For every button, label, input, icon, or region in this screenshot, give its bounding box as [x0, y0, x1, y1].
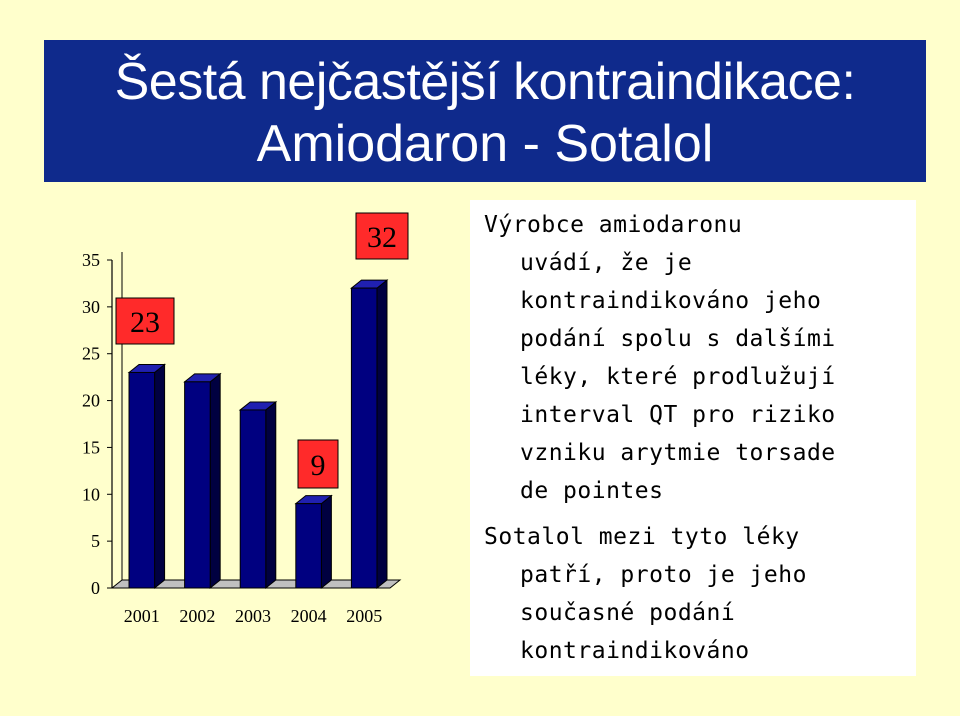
- title-line-1: Šestá nejčastější kontraindikace:: [114, 53, 856, 111]
- x-tick-label: 2002: [179, 606, 215, 626]
- data-label-text: 32: [367, 221, 397, 254]
- x-tick-label: 2001: [124, 606, 160, 626]
- text-line: de pointes: [520, 478, 664, 504]
- y-tick-label: 35: [82, 250, 100, 270]
- title-banner: Šestá nejčastější kontraindikace: Amioda…: [44, 40, 926, 182]
- text-line: kontraindikováno: [520, 638, 750, 664]
- text-line: interval QT pro riziko: [520, 402, 836, 428]
- y-tick-label: 0: [91, 578, 100, 598]
- title-line-2: Amiodaron - Sotalol: [256, 115, 714, 173]
- data-label-boxes: 23 9 32: [115, 212, 409, 489]
- bar-2002: [183, 372, 222, 590]
- y-tick-label: 5: [91, 531, 100, 551]
- y-tick-label: 15: [82, 437, 100, 457]
- bar-2003: [238, 400, 278, 590]
- y-tick-labels: 0 5 10 15 20 25 30 35: [82, 250, 100, 598]
- text-panel: Výrobce amiodaronu uvádí, že je kontraindi…: [470, 200, 916, 676]
- text-line: uvádí, že je: [520, 250, 693, 276]
- text-line: patří, proto je jeho: [520, 562, 807, 588]
- x-tick-label: 2004: [291, 606, 327, 626]
- text-line: podání spolu s dalšími: [520, 326, 836, 352]
- data-label-text: 9: [311, 449, 326, 482]
- paragraph-sotalol: Sotalol mezi tyto léky patří, proto je je…: [484, 518, 904, 670]
- text-line: kontraindikováno jeho: [520, 288, 822, 314]
- text-line: Sotalol mezi tyto léky: [484, 524, 800, 550]
- y-tick-label: 30: [82, 297, 100, 317]
- data-label-2001: 23: [115, 297, 175, 345]
- y-tick-label: 10: [82, 484, 100, 504]
- data-label-2004: 9: [297, 439, 339, 489]
- data-label-2005: 32: [355, 212, 409, 260]
- x-tick-label: 2005: [346, 606, 382, 626]
- y-tick-label: 20: [82, 391, 100, 411]
- text-line: Výrobce amiodaronu: [484, 212, 743, 238]
- text-line: vzniku arytmie torsade: [520, 440, 836, 466]
- bar-2005: [349, 279, 389, 590]
- x-tick-labels: 2001 2002 2003 2004 2005: [124, 606, 382, 626]
- paragraph-amiodarone: Výrobce amiodaronu uvádí, že je kontraindi…: [484, 206, 904, 510]
- text-line: současné podání: [520, 600, 736, 626]
- x-tick-label: 2003: [235, 606, 271, 626]
- text-line: léky, které prodlužují: [520, 364, 836, 390]
- bar-2001: [127, 363, 167, 590]
- bar-chart: 0 5 10 15 20 25 30 35 2001 2002 2003 2004 2005 23 9 3…: [82, 212, 409, 626]
- data-label-text: 23: [130, 306, 160, 339]
- chart-bars: [127, 279, 389, 590]
- bar-2004: [294, 494, 333, 590]
- y-tick-label: 25: [82, 344, 100, 364]
